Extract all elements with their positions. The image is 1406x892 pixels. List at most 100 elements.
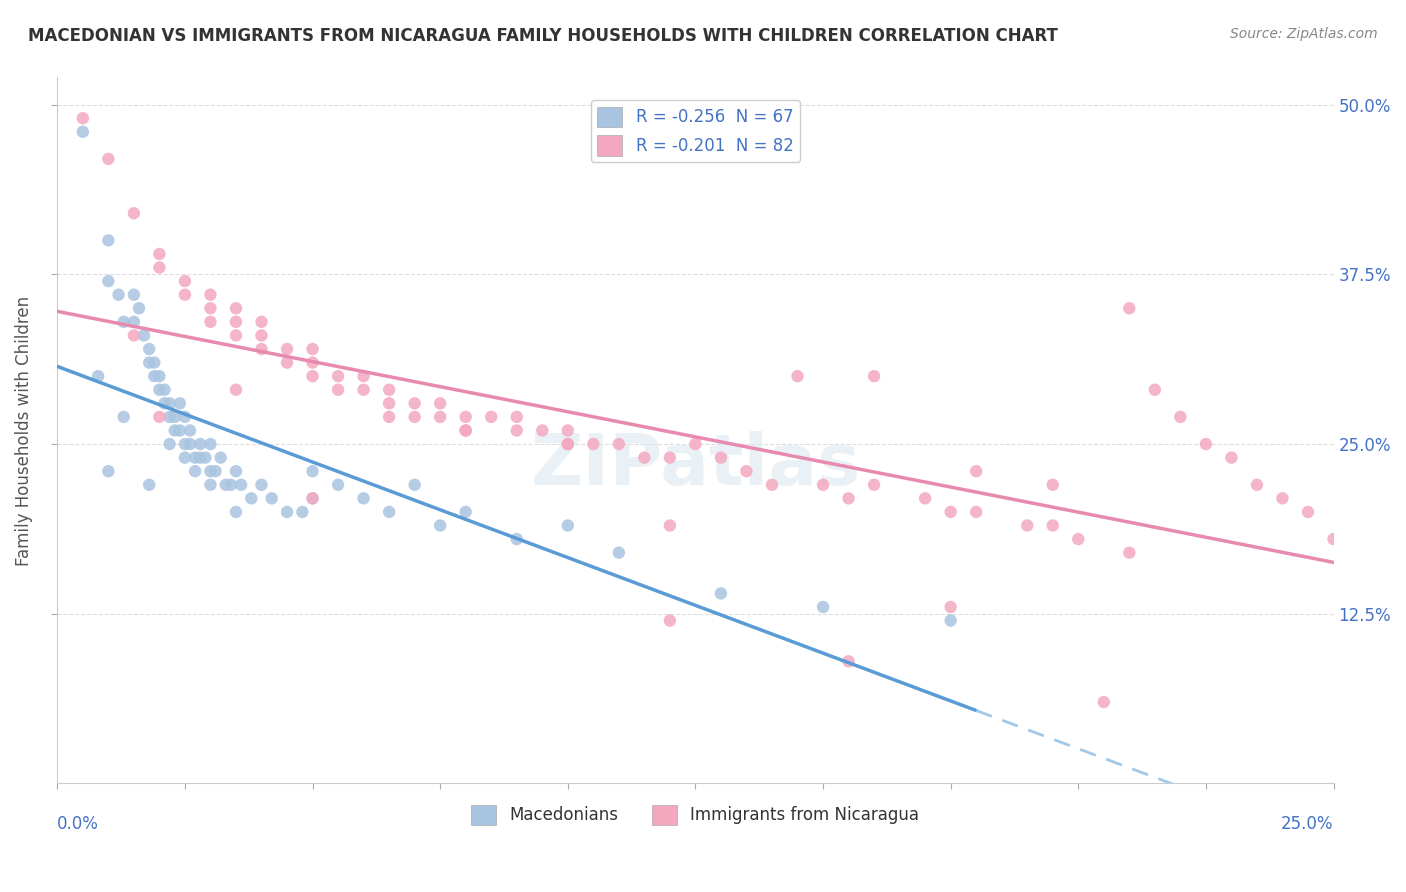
Point: [1296, 505, 1319, 519]
Point: [301, 464, 323, 478]
Point: [838, 654, 860, 668]
Point: [97, 274, 120, 288]
Point: [301, 342, 323, 356]
Point: [1143, 383, 1166, 397]
Point: [200, 287, 222, 301]
Point: [429, 409, 451, 424]
Point: [607, 437, 630, 451]
Point: [138, 355, 160, 369]
Point: [225, 301, 247, 316]
Point: [291, 505, 314, 519]
Point: [219, 477, 242, 491]
Point: [378, 505, 401, 519]
Point: [1017, 518, 1039, 533]
Point: [200, 315, 222, 329]
Point: [761, 477, 783, 491]
Text: MACEDONIAN VS IMMIGRANTS FROM NICARAGUA FAMILY HOUSEHOLDS WITH CHILDREN CORRELAT: MACEDONIAN VS IMMIGRANTS FROM NICARAGUA …: [28, 27, 1057, 45]
Point: [506, 424, 529, 438]
Point: [353, 369, 375, 384]
Point: [1092, 695, 1115, 709]
Point: [1118, 546, 1140, 560]
Point: [301, 369, 323, 384]
Point: [200, 477, 222, 491]
Point: [215, 477, 238, 491]
Point: [250, 315, 273, 329]
Point: [72, 125, 94, 139]
Point: [353, 383, 375, 397]
Point: [138, 477, 160, 491]
Point: [276, 342, 298, 356]
Point: [326, 477, 349, 491]
Point: [174, 450, 197, 465]
Point: [174, 409, 197, 424]
Point: [148, 409, 170, 424]
Point: [276, 505, 298, 519]
Point: [122, 328, 145, 343]
Point: [143, 355, 166, 369]
Point: [454, 424, 477, 438]
Point: [301, 491, 323, 506]
Point: [138, 342, 160, 356]
Point: [557, 518, 579, 533]
Point: [454, 505, 477, 519]
Point: [194, 450, 217, 465]
Point: [710, 450, 733, 465]
Point: [658, 614, 681, 628]
Point: [404, 396, 426, 410]
Point: [939, 614, 962, 628]
Point: [148, 260, 170, 275]
Point: [260, 491, 283, 506]
Point: [153, 383, 176, 397]
Point: [1042, 518, 1064, 533]
Point: [506, 532, 529, 546]
Point: [965, 505, 987, 519]
Point: [1220, 450, 1243, 465]
Point: [174, 437, 197, 451]
Point: [710, 586, 733, 600]
Point: [200, 301, 222, 316]
Point: [326, 383, 349, 397]
Point: [188, 437, 211, 451]
Point: [557, 424, 579, 438]
Point: [153, 396, 176, 410]
Point: [87, 369, 110, 384]
Point: [107, 287, 129, 301]
Point: [1170, 409, 1192, 424]
Point: [685, 437, 707, 451]
Point: [122, 287, 145, 301]
Point: [250, 342, 273, 356]
Point: [209, 450, 232, 465]
Point: [200, 464, 222, 478]
Point: [658, 518, 681, 533]
Point: [939, 599, 962, 614]
Point: [225, 505, 247, 519]
Point: [204, 464, 226, 478]
Point: [633, 450, 655, 465]
Legend: Macedonians, Immigrants from Nicaragua: Macedonians, Immigrants from Nicaragua: [465, 798, 927, 831]
Point: [353, 491, 375, 506]
Point: [112, 315, 135, 329]
Point: [454, 424, 477, 438]
Point: [1246, 477, 1268, 491]
Point: [863, 369, 886, 384]
Point: [174, 274, 197, 288]
Point: [378, 383, 401, 397]
Point: [132, 328, 155, 343]
Point: [1271, 491, 1294, 506]
Point: [148, 247, 170, 261]
Point: [112, 409, 135, 424]
Point: [200, 437, 222, 451]
Point: [506, 409, 529, 424]
Point: [122, 206, 145, 220]
Point: [1322, 532, 1344, 546]
Point: [148, 369, 170, 384]
Point: [229, 477, 252, 491]
Point: [1067, 532, 1090, 546]
Point: [184, 464, 207, 478]
Point: [378, 409, 401, 424]
Point: [163, 424, 186, 438]
Point: [72, 111, 94, 125]
Text: 25.0%: 25.0%: [1281, 815, 1333, 833]
Point: [225, 383, 247, 397]
Point: [1195, 437, 1218, 451]
